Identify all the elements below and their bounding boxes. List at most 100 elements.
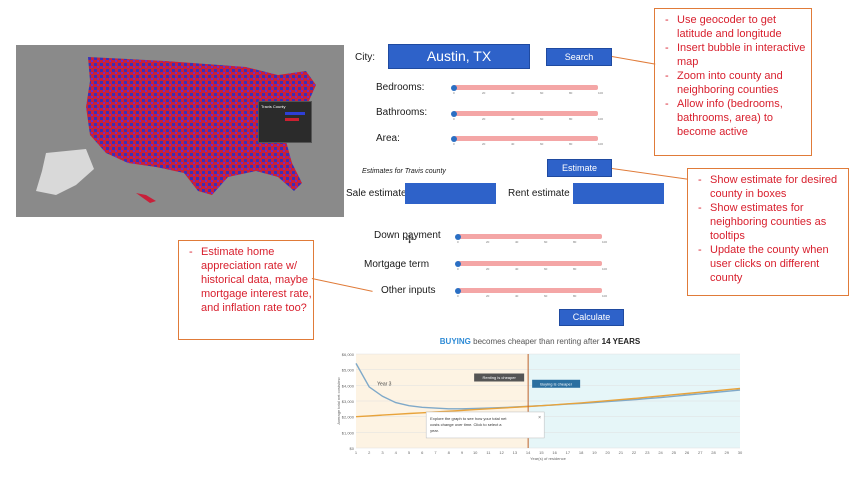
slider-knob[interactable] xyxy=(451,85,457,91)
chart-tooltip-line: year. xyxy=(430,428,439,433)
slider-tick-label: 0 xyxy=(453,142,455,146)
bathrooms-label: Bathrooms: xyxy=(376,107,428,118)
slider-tick-label: 80 xyxy=(573,267,577,271)
x-tick-label: 3 xyxy=(381,450,384,455)
note-estimates: Show estimate for desired county in boxe… xyxy=(687,168,849,296)
chart-title-years: 14 YEARS xyxy=(601,337,641,346)
slider-tick-label: 0 xyxy=(453,117,455,121)
slider-track xyxy=(457,261,602,266)
rent-estimate-box xyxy=(573,183,664,204)
contiguous-us-shape xyxy=(86,57,316,195)
other-inputs-label: Other inputs xyxy=(381,285,436,296)
slider-tick-label: 0 xyxy=(457,267,459,271)
slider-knob[interactable] xyxy=(451,111,457,117)
bathrooms-slider[interactable]: 0 20 40 60 80 100 xyxy=(451,111,603,123)
map-svg xyxy=(36,57,316,203)
x-tick-label: 10 xyxy=(473,450,478,455)
x-axis-label: Year(s) of residence xyxy=(530,456,566,461)
slider-knob[interactable] xyxy=(455,288,461,294)
slider-track xyxy=(457,234,602,239)
slider-tick-label: 60 xyxy=(540,117,544,121)
tooltip-close-icon[interactable]: × xyxy=(538,415,541,421)
estimate-button[interactable]: Estimate xyxy=(547,159,612,177)
slider-tick-label: 20 xyxy=(486,294,490,298)
other-inputs-slider[interactable]: 0 20 40 60 80 100 xyxy=(455,288,607,300)
sale-estimate-label: Sale estimate xyxy=(346,188,407,199)
chart-title-buying: BUYING xyxy=(439,337,471,346)
buying-label-box xyxy=(532,379,581,388)
slider-tick-label: 40 xyxy=(515,240,519,244)
note-geocoder: Use geocoder to get latitude and longitu… xyxy=(654,8,812,156)
slider-knob[interactable] xyxy=(455,234,461,240)
search-button[interactable]: Search xyxy=(546,48,612,66)
slider-tick-label: 20 xyxy=(486,240,490,244)
mouse-cursor-icon: ✢ xyxy=(405,234,415,246)
slider-track xyxy=(453,136,598,141)
x-tick-label: 22 xyxy=(632,450,637,455)
x-tick-label: 16 xyxy=(552,450,557,455)
chart-title-middle: becomes cheaper than renting after xyxy=(470,337,602,346)
slider-tick-label: 80 xyxy=(569,142,573,146)
note-item: Show estimate for desired county in boxe… xyxy=(698,173,848,201)
slider-track xyxy=(453,111,598,116)
x-tick-label: 14 xyxy=(526,450,531,455)
series-line-2 xyxy=(355,387,741,418)
slider-tick-label: 100 xyxy=(598,91,604,95)
connector-line xyxy=(611,168,688,180)
sale-estimate-box xyxy=(405,183,496,204)
chart-tooltip-box xyxy=(425,411,545,439)
bedrooms-slider[interactable]: 0 20 40 60 80 100 xyxy=(451,85,603,97)
down-payment-label: Down payment xyxy=(374,230,441,241)
slider-tick-label: 60 xyxy=(544,240,548,244)
connector-line xyxy=(311,278,373,292)
renting-label: Renting is cheaper xyxy=(482,375,516,380)
x-tick-label: 26 xyxy=(685,450,690,455)
us-election-map[interactable]: Travis County xyxy=(16,45,344,217)
slider-tick-label: 60 xyxy=(544,294,548,298)
slider-tick-label: 100 xyxy=(598,142,604,146)
slider-track xyxy=(453,85,598,90)
renting-label-box xyxy=(474,373,525,382)
note-item: Update the county when user clicks on di… xyxy=(698,243,848,285)
area-label: Area: xyxy=(376,133,400,144)
city-input[interactable]: Austin, TX xyxy=(388,44,530,69)
alaska-shape xyxy=(36,149,94,195)
county-popup: Travis County xyxy=(258,101,312,143)
hawaii-shape xyxy=(136,193,156,203)
slider-knob[interactable] xyxy=(455,261,461,267)
mortgage-term-slider[interactable]: 0 20 40 60 80 100 xyxy=(455,261,607,273)
slider-tick-label: 20 xyxy=(482,117,486,121)
x-tick-label: 9 xyxy=(461,450,464,455)
slider-tick-label: 80 xyxy=(569,91,573,95)
x-tick-label: 5 xyxy=(408,450,411,455)
x-tick-label: 15 xyxy=(539,450,544,455)
slider-tick-label: 40 xyxy=(511,91,515,95)
y-tick-label: $4,000 xyxy=(342,383,355,388)
note-item: Zoom into county and neighboring countie… xyxy=(665,69,811,97)
x-tick-label: 25 xyxy=(672,450,677,455)
county-popup-bar xyxy=(285,118,299,121)
x-tick-label: 19 xyxy=(592,450,597,455)
x-tick-label: 18 xyxy=(579,450,584,455)
slider-tick-label: 60 xyxy=(540,142,544,146)
down-payment-slider[interactable]: 0 20 40 60 80 100 xyxy=(455,234,607,246)
estimates-caption: Estimates for Travis county xyxy=(362,168,446,175)
note-item: Show estimates for neighboring counties … xyxy=(698,201,848,243)
y-tick-label: $0 xyxy=(350,446,355,451)
county-popup-title: Travis County xyxy=(261,104,286,109)
x-tick-label: 6 xyxy=(421,450,424,455)
x-tick-label: 1 xyxy=(355,450,358,455)
slider-tick-label: 60 xyxy=(540,91,544,95)
slider-knob[interactable] xyxy=(451,136,457,142)
bedrooms-label: Bedrooms: xyxy=(376,82,425,93)
y-tick-label: $3,000 xyxy=(342,399,355,404)
area-slider[interactable]: 0 20 40 60 80 100 xyxy=(451,136,603,148)
calculate-button[interactable]: Calculate xyxy=(559,309,624,326)
x-tick-label: 24 xyxy=(658,450,663,455)
x-tick-label: 13 xyxy=(513,450,518,455)
slider-tick-label: 20 xyxy=(482,91,486,95)
x-tick-label: 30 xyxy=(738,450,743,455)
chart-tooltip-line: Explore the graph to see how your total … xyxy=(430,416,507,421)
note-item: Use geocoder to get latitude and longitu… xyxy=(665,13,811,41)
